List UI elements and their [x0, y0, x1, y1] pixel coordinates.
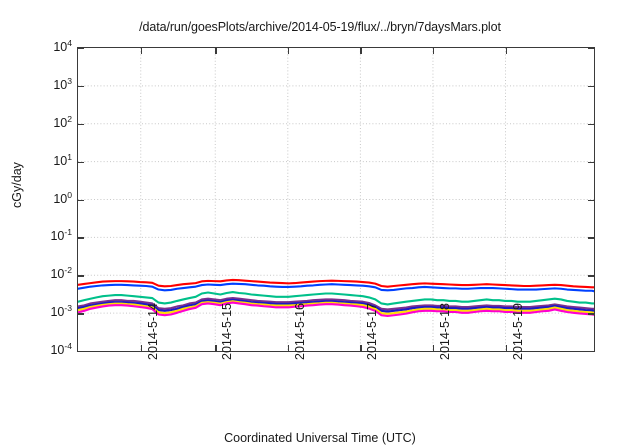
y-axis-tick [588, 161, 594, 164]
x-axis-tick [360, 48, 362, 54]
x-axis-tick [287, 48, 290, 54]
y-axis-tick [78, 237, 84, 239]
x-axis-title: Coordinated Universal Time (UTC) [224, 431, 416, 445]
x-axis-tick [215, 345, 217, 351]
y-axis-tick [588, 48, 594, 50]
y-axis-tick [588, 275, 594, 277]
x-axis-tick [140, 48, 143, 54]
series-green [78, 291, 594, 306]
y-tick-label: 102 [53, 113, 72, 130]
series-yellow [78, 300, 594, 315]
y-tick-label: 10-2 [50, 265, 72, 282]
y-tick-label: 100 [53, 189, 72, 206]
y-axis-tick-labels: 104 103 102 101 100 10-1 10-2 10-3 10-4 [24, 0, 72, 448]
x-tick-label: 2014-5-15 [220, 303, 235, 360]
y-axis-tick [78, 275, 84, 277]
y-tick-label: 10-3 [50, 302, 72, 320]
series-blue [78, 282, 594, 293]
x-axis-tick [432, 345, 435, 351]
y-tick-label: 10-4 [50, 340, 72, 357]
series-red [78, 278, 594, 289]
page-title: /data/run/goesPlots/archive/2014-05-19/f… [139, 20, 501, 34]
x-tick-label: 2014-5-17 [365, 303, 380, 360]
x-axis-tick [360, 345, 362, 351]
y-axis-tick [588, 199, 594, 201]
y-axis-tick [588, 237, 594, 239]
y-axis-tick [78, 313, 84, 315]
y-axis-tick [588, 123, 594, 126]
series-navy [78, 298, 594, 313]
series-magenta [78, 301, 594, 318]
y-axis-tick [78, 85, 84, 88]
x-axis-tick [505, 345, 507, 351]
plot-canvas [78, 48, 594, 351]
y-axis-tick [78, 48, 84, 50]
x-axis-tick [432, 48, 435, 54]
y-axis-tick [78, 123, 84, 126]
y-tick-label: 101 [53, 151, 72, 168]
x-tick-label: 2014-5-19 [510, 303, 525, 360]
x-axis-tick [215, 48, 217, 54]
x-tick-label: 2014-5-14 [145, 303, 160, 360]
x-axis-tick [140, 345, 143, 351]
x-tick-label: 2014-5-18 [437, 303, 452, 360]
x-axis-tick [287, 345, 290, 351]
y-axis-tick [588, 313, 594, 315]
series-purple [78, 297, 594, 311]
y-tick-label: 10-1 [50, 227, 72, 244]
y-axis-tick [78, 199, 84, 201]
y-axis-tick [588, 85, 594, 88]
data-series-group [78, 278, 594, 318]
x-axis-tick [505, 48, 507, 54]
y-tick-label: 104 [53, 37, 72, 54]
plot-axes-frame [77, 47, 595, 352]
x-tick-label: 2014-5-16 [292, 303, 307, 360]
y-axis-tick [78, 161, 84, 164]
y-tick-label: 103 [53, 75, 72, 92]
